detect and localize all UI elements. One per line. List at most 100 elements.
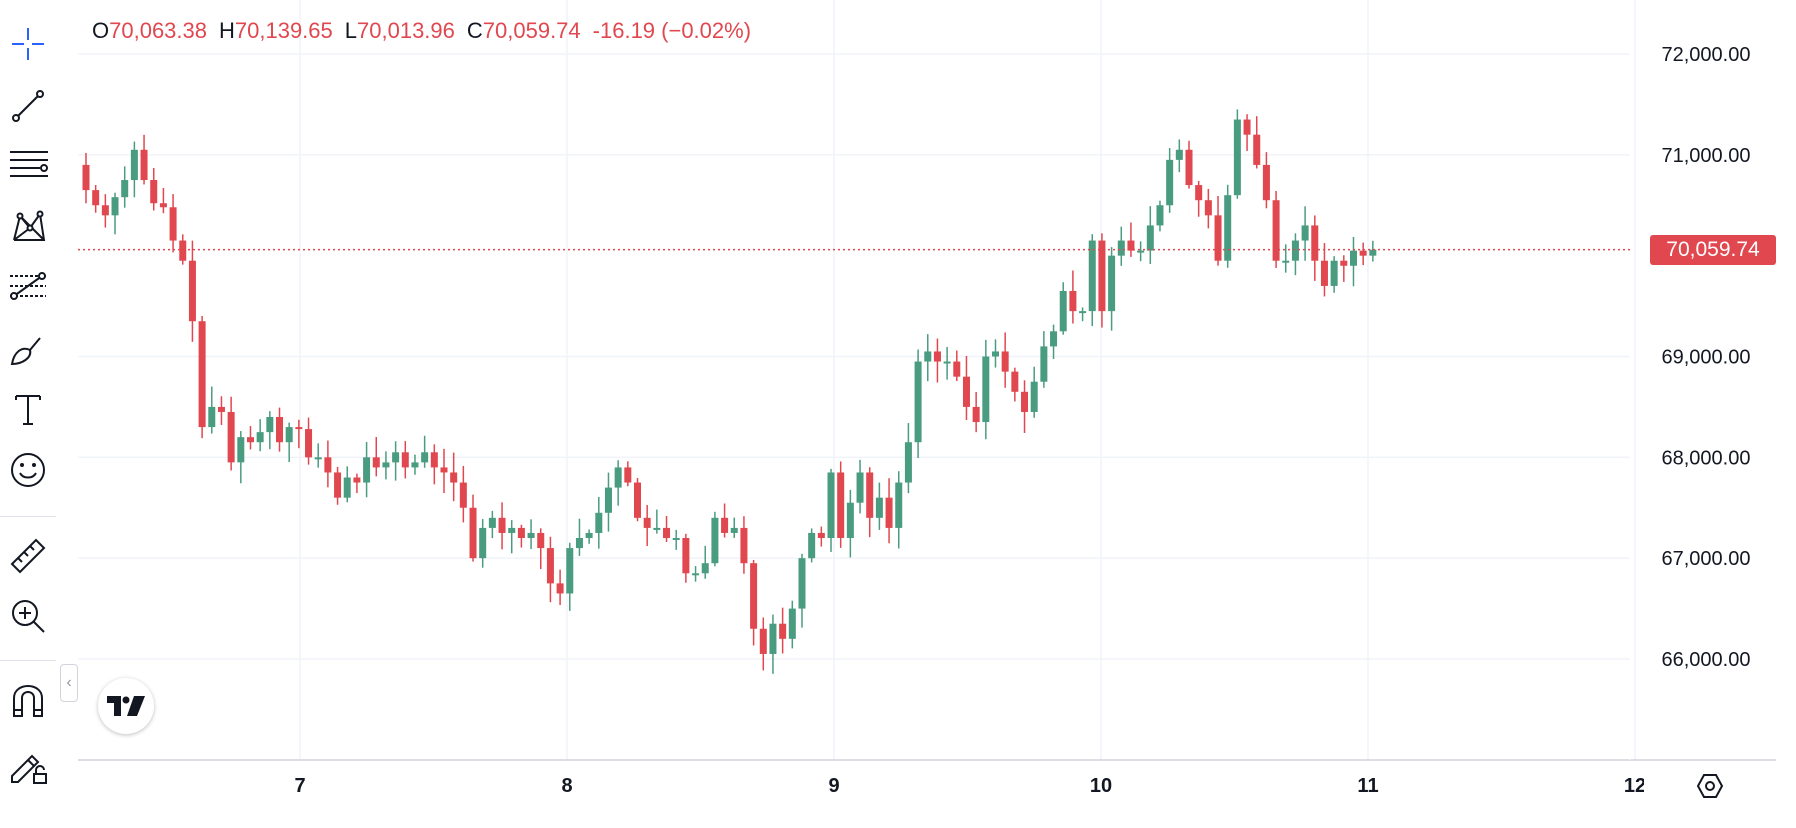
candle-body xyxy=(266,417,274,433)
candle xyxy=(334,466,342,505)
candle-body xyxy=(343,477,351,498)
candle-body xyxy=(1369,249,1377,256)
candle xyxy=(943,346,951,380)
candle-body xyxy=(1088,240,1096,312)
collapse-toolbar-button[interactable]: ‹ xyxy=(60,664,78,702)
candle-body xyxy=(837,472,845,538)
candle xyxy=(1349,236,1357,287)
candle-body xyxy=(1021,391,1029,412)
candle xyxy=(1262,152,1270,209)
brush-tool[interactable] xyxy=(4,326,52,374)
crosshair-tool[interactable] xyxy=(4,20,52,68)
candle-body xyxy=(198,321,206,428)
open-label: O xyxy=(92,18,110,43)
ruler-tool[interactable] xyxy=(4,532,52,580)
candle xyxy=(759,617,767,671)
text-tool[interactable] xyxy=(4,386,52,434)
candle-body xyxy=(159,203,167,208)
trend-line-icon xyxy=(12,90,44,122)
candle xyxy=(363,441,371,498)
y-axis-labels[interactable]: 66,000.00 67,000.00 68,000.00 69,000.00 71,0… xyxy=(1662,44,1751,671)
candle xyxy=(817,526,825,547)
candle-body xyxy=(1243,119,1251,135)
chart-settings-button[interactable] xyxy=(1690,766,1730,806)
tradingview-logo[interactable] xyxy=(98,678,154,734)
candle xyxy=(488,510,496,539)
candle-body xyxy=(653,527,661,530)
x-axis-labels[interactable]: 7 8 9 10 11 12 xyxy=(294,775,1646,797)
candle xyxy=(1282,244,1290,273)
lock-drawings-tool[interactable] xyxy=(4,740,52,788)
horizontal-lines-tool[interactable] xyxy=(4,142,52,190)
tradingview-logo-icon xyxy=(107,696,145,716)
emoji-tool[interactable] xyxy=(4,446,52,494)
candle xyxy=(517,524,525,548)
candle-body xyxy=(788,608,796,639)
candle-body xyxy=(721,517,729,533)
candle xyxy=(169,194,177,253)
candle xyxy=(546,536,554,603)
candle xyxy=(672,529,680,550)
candle xyxy=(750,560,758,646)
axes xyxy=(78,0,1776,761)
candle xyxy=(1272,190,1280,268)
trend-line-tool[interactable] xyxy=(4,82,52,130)
candle xyxy=(1340,255,1348,282)
candle xyxy=(130,141,138,198)
candle xyxy=(82,152,90,204)
candle-body xyxy=(334,472,342,498)
fib-retracement-tool[interactable] xyxy=(4,264,52,312)
candle-body xyxy=(769,623,777,654)
candle-body xyxy=(1079,311,1087,314)
candle xyxy=(991,339,999,368)
candle xyxy=(324,440,332,488)
candle xyxy=(527,519,535,550)
candle xyxy=(227,396,235,471)
candle-body xyxy=(1204,200,1212,216)
candle xyxy=(1127,222,1135,257)
candle-body xyxy=(363,457,371,483)
candle xyxy=(1098,233,1106,328)
candle-body xyxy=(169,207,177,241)
candle-body xyxy=(285,427,293,443)
candle xyxy=(1117,226,1125,266)
pattern-icon xyxy=(13,210,46,241)
candle-body xyxy=(933,351,941,362)
y-tick-label: 66,000.00 xyxy=(1662,649,1751,671)
candle xyxy=(1195,180,1203,217)
candle xyxy=(1243,114,1251,151)
candle xyxy=(498,502,506,550)
zoom-tool[interactable] xyxy=(4,592,52,640)
candle-body xyxy=(256,432,264,443)
candle-body xyxy=(372,457,380,468)
candle-body xyxy=(624,467,632,483)
candle-body xyxy=(1011,371,1019,392)
candle-body xyxy=(1050,331,1058,347)
candle xyxy=(962,355,970,421)
candle-body xyxy=(188,260,196,322)
candle-body xyxy=(1195,185,1203,201)
candle xyxy=(885,478,893,544)
pattern-tool[interactable] xyxy=(4,204,52,252)
candle xyxy=(1369,240,1377,262)
candle-body xyxy=(246,437,254,443)
candle-body xyxy=(305,429,313,458)
candle xyxy=(1088,234,1096,327)
candle xyxy=(856,459,864,514)
candle-body xyxy=(208,406,216,428)
toolbar-separator xyxy=(0,516,56,517)
candle xyxy=(924,334,932,382)
candle xyxy=(305,417,313,465)
candle-body xyxy=(1282,260,1290,263)
candle-body xyxy=(1320,260,1328,286)
magnet-tool[interactable] xyxy=(4,676,52,724)
candle xyxy=(237,431,245,484)
candle-body xyxy=(1175,149,1183,160)
high-label: H xyxy=(219,18,235,43)
candle xyxy=(1040,331,1048,388)
candle-body xyxy=(1098,240,1106,312)
candle-body xyxy=(111,197,119,216)
candles xyxy=(82,109,1377,674)
candle xyxy=(343,466,351,503)
